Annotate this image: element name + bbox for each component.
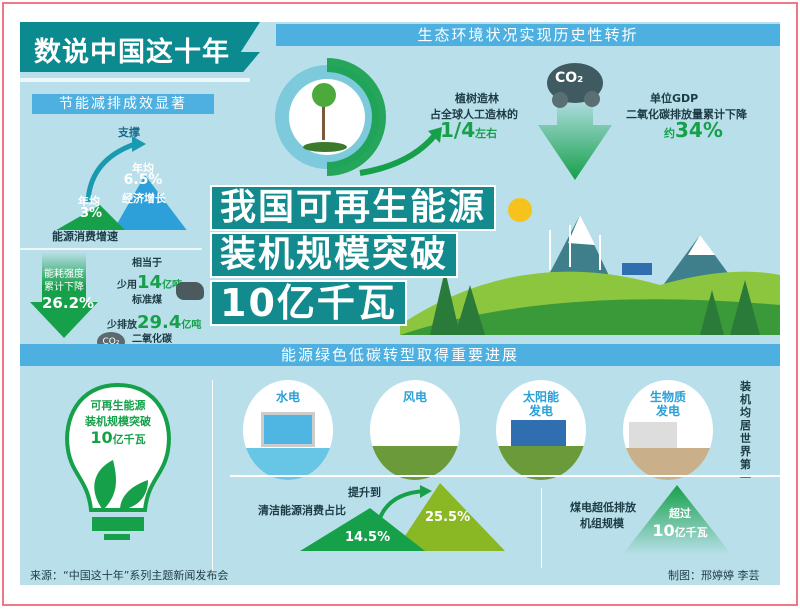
page-title: 数说中国这十年 [20,22,260,72]
energy-triangle [56,205,125,230]
clean-energy-triangles [300,483,505,551]
hydro-label: 水电 [275,390,300,404]
divider [212,380,213,575]
coal-power-triangle [622,485,732,555]
intensity-value: 26.2% [42,294,95,312]
biomass-plant-icon [629,422,677,448]
biomass-card: 生物质 发电 [623,380,713,480]
tree-planting-illustration [275,58,442,176]
headline-line1: 我国可再生能源 [210,185,497,231]
intensity-down-arrow-icon [30,252,98,338]
intensity-text: 能耗强度 累计下降 [44,269,84,293]
forest-l1: 植树造林 [455,92,499,105]
clean-up-label: 提升到 [348,486,381,499]
co2-down-arrow-icon [538,63,612,180]
energy-value: 3% [80,206,103,221]
econ-label: 经济增长 [122,192,166,205]
coal-label: 标准煤 [132,295,162,306]
forest-l2: 占全球人工造林的 [430,108,518,121]
forest-value: 1/4左右 [440,118,498,142]
world-first-label: 装机均居世界第一 [740,380,751,484]
gdp-l2: 二氧化碳排放量累计下降 [626,108,747,121]
coal-icon [176,282,204,300]
growth-arrow-icon [359,133,438,176]
leaf-icon [94,460,116,510]
coal-power-label: 煤电超低排放 机组规模 [570,501,636,530]
coal-power-value: 超过 10亿千瓦 [652,507,708,540]
dam-icon [261,412,315,447]
up-arrow-icon [378,489,426,519]
credit-text: 制图：邢婷婷 李芸 [668,569,760,582]
sun-icon [508,198,532,222]
divider [541,488,542,568]
source-text: 来源：“中国这十年”系列主题新闻发布会 [30,569,229,582]
solar-card: 太阳能 发电 [496,380,586,480]
energy-avg: 年均 [78,195,100,208]
divider [20,248,202,250]
bulb-icon [65,382,171,540]
renewable-landscape-illustration [400,198,780,335]
biomass-label: 生物质 发电 [649,390,686,418]
econ-value: 6.5% [123,172,163,188]
co2-saving: 少排放29.4亿吨 [107,312,202,333]
eco-header: 生态环境状况实现历史性转折 [276,24,780,46]
energy-label: 能源消费增速 [52,230,118,243]
wind-label: 风电 [402,390,427,404]
coal-saving: 少用14亿吨 [117,272,183,293]
support-label: 支撑 [118,126,140,139]
divider [230,475,780,477]
hydro-card: 水电 [243,380,333,480]
co2-label: 二氧化碳 [132,334,172,345]
gdp-value: 约34% [664,118,723,142]
divider [20,78,250,82]
equiv-label: 相当于 [132,258,162,269]
energy-saving-header: 节能减排成效显著 [32,94,214,114]
headline-line3: 10亿千瓦 [210,280,407,326]
wind-turbine-icon [370,446,460,480]
gdp-co2-label: CO₂ [555,70,584,86]
clean-label: 清洁能源消费占比 [258,504,346,517]
support-arrow-icon [85,141,136,203]
bulb-text: 可再生能源 装机规模突破 10亿千瓦 [85,399,151,447]
wind-card: 风电 [370,380,460,480]
econ-avg: 年均 [132,162,154,175]
transition-header: 能源绿色低碳转型取得重要进展 [20,344,780,366]
gdp-l1: 单位GDP [650,92,699,105]
triangles-graphic [56,136,187,230]
headline-line2: 装机规模突破 [210,232,459,278]
clean-to-value: 25.5% [425,510,471,525]
clean-from-value: 14.5% [345,530,391,545]
solar-label: 太阳能 发电 [522,390,559,418]
econ-triangle [113,175,187,230]
solar-panel-icon [511,420,566,446]
